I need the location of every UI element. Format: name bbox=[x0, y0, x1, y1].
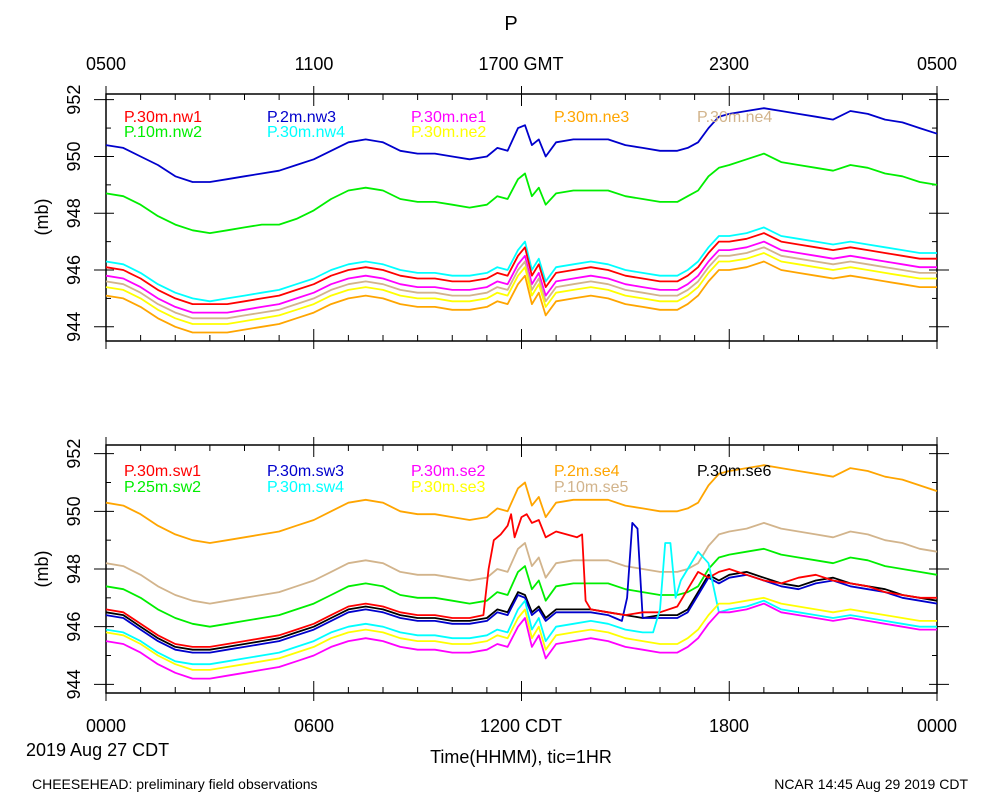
series-line-p-30m-sw1 bbox=[105, 513, 937, 648]
bottom-y-tick-label: 946 bbox=[64, 612, 84, 642]
gmt-tick-label: 0500 bbox=[917, 54, 957, 74]
date-label: 2019 Aug 27 CDT bbox=[26, 740, 169, 760]
legend-entry-nw1: P.30m.nw1 bbox=[124, 109, 202, 126]
bottom-y-tick-label: 944 bbox=[64, 669, 84, 699]
legend-entry-ne3: P.30m.ne3 bbox=[554, 109, 629, 126]
bottom-y-tick-label: 952 bbox=[64, 439, 84, 469]
series-line-p-10m-se5 bbox=[105, 522, 938, 605]
gmt-tick-label: 1100 bbox=[295, 54, 334, 74]
legend-entry-sw2: P.25m.sw2 bbox=[124, 479, 201, 496]
legend-entry-se2: P.30m.se2 bbox=[411, 463, 486, 480]
legend-entry-nw3: P.2m.nw3 bbox=[267, 109, 336, 126]
gmt-axis-labels: 0500 1100 1700 GMT 2300 0500 bbox=[86, 54, 957, 74]
legend-entry-sw4: P.30m.sw4 bbox=[267, 479, 344, 496]
legend-entry-ne2: P.30m.ne2 bbox=[411, 124, 486, 141]
top-y-tick-label: 944 bbox=[64, 312, 84, 342]
series-line-p-2m-nw3 bbox=[105, 107, 938, 183]
legend-entry-se6: P.30m.se6 bbox=[697, 463, 772, 480]
series-line-p-30m-ne1 bbox=[105, 240, 937, 314]
series-line-p-30m-ne2 bbox=[105, 252, 937, 325]
cdt-tick-label: 0000 bbox=[917, 716, 957, 736]
legend-entry-nw2: P.10m.nw2 bbox=[124, 124, 202, 141]
legend-entry-ne1: P.30m.ne1 bbox=[411, 109, 486, 126]
legend-entry-se4: P.2m.se4 bbox=[554, 463, 620, 480]
legend-entry-ne4: P.30m.ne4 bbox=[697, 109, 772, 126]
top-panel-series bbox=[105, 107, 938, 334]
bottom-panel-legend: P.30m.sw1 P.30m.sw3 P.30m.se2 P.2m.se4 P… bbox=[124, 463, 772, 496]
legend-entry-se3: P.30m.se3 bbox=[411, 479, 486, 496]
legend-entry-se5: P.10m.se5 bbox=[554, 479, 629, 496]
bottom-y-tick-label: 950 bbox=[64, 496, 84, 526]
bottom-panel-ylabel: (mb) bbox=[32, 551, 52, 588]
series-line-p-30m-nw4 bbox=[105, 226, 937, 303]
legend-entry-sw1: P.30m.sw1 bbox=[124, 463, 201, 480]
gmt-tick-label: 1700 GMT bbox=[478, 54, 563, 74]
top-panel-legend: P.30m.nw1 P.2m.nw3 P.30m.ne1 P.30m.ne3 P… bbox=[124, 109, 772, 141]
x-axis-title: Time(HHMM), tic=1HR bbox=[430, 747, 612, 767]
footer-left: CHEESEHEAD: preliminary field observatio… bbox=[32, 776, 318, 792]
bottom-panel-series bbox=[105, 464, 938, 680]
top-panel: (mb) 944 946 948 950 952 P.30m.nw1 P.2m.nw3 … bbox=[32, 85, 949, 349]
series-line-p-30m-sw4 bbox=[105, 542, 937, 666]
series-line-p-30m-se3 bbox=[105, 596, 937, 671]
gmt-tick-label: 2300 bbox=[709, 54, 749, 74]
top-panel-ylabel: (mb) bbox=[32, 199, 52, 236]
cdt-axis-labels: 0000 0600 1200 CDT 1800 0000 bbox=[86, 716, 957, 736]
top-y-tick-label: 952 bbox=[64, 85, 84, 115]
legend-entry-sw3: P.30m.sw3 bbox=[267, 463, 344, 480]
series-line-p-2m-se4 bbox=[105, 464, 938, 544]
bottom-panel-ticks: 944 946 948 950 952 bbox=[64, 437, 949, 701]
series-line-p-30m-se2 bbox=[105, 602, 937, 680]
figure-title: P bbox=[504, 13, 517, 35]
series-line-p-30m-nw1 bbox=[105, 232, 937, 306]
cdt-tick-label: 1200 CDT bbox=[480, 716, 562, 736]
gmt-tick-label: 0500 bbox=[86, 54, 126, 74]
bottom-panel: (mb) 944 946 948 950 952 P.30m.sw1 P.30m.sw3… bbox=[32, 437, 949, 701]
top-y-tick-label: 946 bbox=[64, 255, 84, 285]
top-panel-ticks: 944 946 948 950 952 bbox=[64, 85, 949, 349]
series-line-p-30m-ne4 bbox=[105, 246, 937, 320]
cdt-tick-label: 0000 bbox=[86, 716, 126, 736]
cdt-tick-label: 0600 bbox=[294, 716, 334, 736]
top-y-tick-label: 950 bbox=[64, 141, 84, 171]
bottom-y-tick-label: 948 bbox=[64, 554, 84, 584]
series-line-p-30m-ne3 bbox=[105, 260, 937, 334]
footer-right: NCAR 14:45 Aug 29 2019 CDT bbox=[774, 776, 968, 792]
series-line-p-10m-nw2 bbox=[105, 152, 938, 235]
cdt-tick-label: 1800 bbox=[709, 716, 749, 736]
series-line-p-25m-sw2 bbox=[105, 547, 938, 628]
legend-entry-nw4: P.30m.nw4 bbox=[267, 124, 345, 141]
top-y-tick-label: 948 bbox=[64, 198, 84, 228]
